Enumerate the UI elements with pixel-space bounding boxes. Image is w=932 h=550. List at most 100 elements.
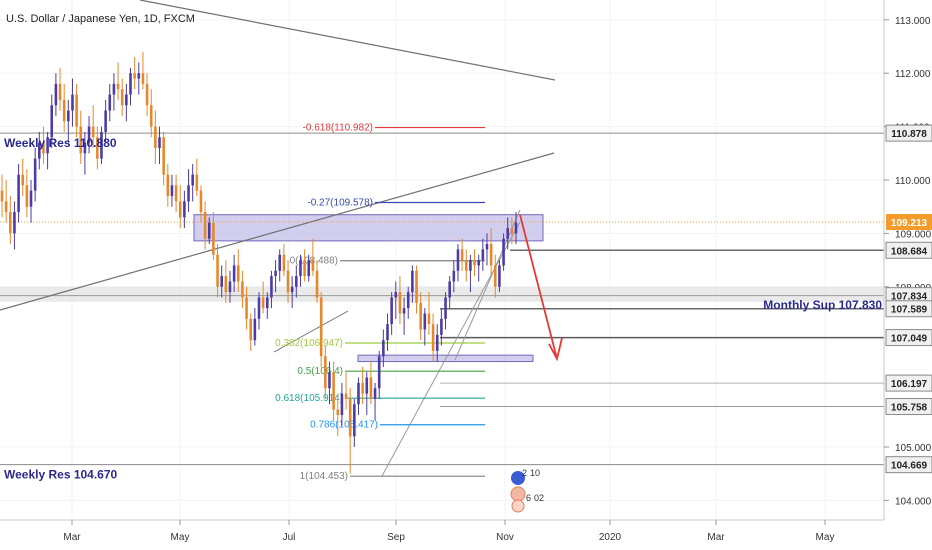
candle-body bbox=[232, 265, 236, 282]
candle-body bbox=[129, 73, 132, 95]
candle-body bbox=[236, 265, 240, 282]
candle-body bbox=[369, 377, 373, 399]
candle-body bbox=[423, 313, 427, 330]
candle-body bbox=[481, 249, 485, 261]
x-tick-label: Nov bbox=[496, 532, 514, 543]
candle-body bbox=[54, 83, 58, 106]
candle-body bbox=[261, 297, 265, 309]
y-tick-label: 105.000 bbox=[895, 443, 932, 454]
candle-body bbox=[456, 249, 460, 271]
candle-body bbox=[485, 244, 489, 250]
price-label-box bbox=[885, 398, 932, 416]
candle-body bbox=[373, 388, 377, 399]
candle-body bbox=[411, 270, 414, 293]
candle-body bbox=[266, 297, 269, 309]
candle-body bbox=[473, 260, 476, 266]
x-tick-label: Jul bbox=[283, 532, 296, 543]
candle-body bbox=[133, 73, 136, 79]
y-tick-label: 113.000 bbox=[895, 16, 931, 27]
candle-body bbox=[311, 260, 315, 271]
candle-body bbox=[469, 260, 472, 271]
candle-body bbox=[183, 201, 186, 218]
candle-body bbox=[108, 94, 112, 111]
candle-body bbox=[67, 110, 70, 122]
price-label-box bbox=[886, 214, 932, 231]
trend-line bbox=[273, 310, 349, 353]
price-label-box bbox=[885, 329, 932, 347]
candle-body bbox=[448, 281, 451, 298]
candle-body bbox=[17, 174, 20, 213]
event-badge-count: 02 bbox=[534, 493, 544, 503]
price-label-text: 109.213 bbox=[891, 218, 928, 229]
candle-body bbox=[112, 83, 116, 95]
candle-body bbox=[493, 265, 497, 287]
candle-body bbox=[427, 313, 431, 325]
candle-body bbox=[340, 393, 344, 415]
resistance-zone bbox=[193, 214, 544, 242]
price-label-box bbox=[885, 241, 932, 259]
candle-body bbox=[299, 260, 302, 277]
candle-body bbox=[332, 372, 335, 410]
event-badge-count: 2 bbox=[522, 468, 527, 478]
trend-line bbox=[0, 152, 555, 311]
y-tick-label: 112.000 bbox=[895, 69, 931, 80]
candle-body bbox=[464, 260, 468, 271]
candle-body bbox=[9, 212, 12, 234]
price-label-text: 104.669 bbox=[891, 461, 928, 472]
x-axis: Mar May Jul Sep Nov 2020 Mar May bbox=[63, 520, 834, 543]
candle-body bbox=[25, 185, 29, 207]
candle-body bbox=[377, 356, 381, 389]
candle-body bbox=[249, 318, 252, 341]
candle-body bbox=[431, 324, 435, 351]
candle-body bbox=[406, 292, 410, 309]
price-label-box bbox=[885, 456, 932, 474]
candle-body bbox=[116, 83, 120, 90]
candle-body bbox=[253, 318, 257, 341]
candle-body bbox=[357, 382, 360, 405]
price-labels: Weekly Res 110.880 Monthly Sup 107.830 Wee… bbox=[4, 124, 932, 482]
candle-body bbox=[13, 212, 16, 234]
candle-body bbox=[87, 126, 91, 143]
candle-body bbox=[38, 142, 41, 159]
candle-body bbox=[195, 174, 199, 191]
trend-line bbox=[139, 0, 556, 81]
fib-label: -0.618(110.982) bbox=[303, 123, 373, 134]
candle-body bbox=[100, 131, 103, 159]
candle-body bbox=[178, 201, 182, 218]
candle-body bbox=[137, 73, 141, 79]
candle-body bbox=[382, 340, 385, 357]
candle-body bbox=[394, 292, 398, 298]
x-tick-label: May bbox=[816, 532, 835, 543]
candle-body bbox=[149, 105, 153, 127]
candle-body bbox=[444, 297, 447, 319]
candle-body bbox=[141, 73, 145, 84]
candle-body bbox=[365, 377, 369, 394]
fib-label: 0.382(106.947) bbox=[275, 338, 343, 349]
candle-body bbox=[199, 190, 203, 213]
level-text-label: Weekly Res 104.670 bbox=[4, 468, 118, 482]
candle-body bbox=[145, 83, 149, 106]
candle-body bbox=[303, 260, 306, 277]
price-label-text: 107.834 bbox=[891, 292, 928, 303]
fib-label: 1(104.453) bbox=[300, 471, 348, 482]
trend-line bbox=[454, 209, 521, 361]
candle-body bbox=[174, 185, 178, 202]
price-label-text: 107.049 bbox=[891, 334, 928, 345]
candle-body bbox=[498, 265, 501, 287]
candle-body bbox=[286, 270, 290, 293]
candle-body bbox=[290, 286, 294, 293]
candle-body bbox=[120, 89, 124, 106]
candle-body bbox=[29, 190, 33, 207]
y-tick-label: 109.000 bbox=[895, 229, 932, 240]
candle-body bbox=[71, 94, 74, 111]
candle-body bbox=[212, 222, 215, 255]
flag-icon-us bbox=[511, 471, 525, 485]
candle-body bbox=[158, 137, 161, 148]
candle-body bbox=[348, 398, 352, 437]
candle-body bbox=[489, 244, 493, 266]
candle-body bbox=[4, 201, 8, 213]
candle-body bbox=[336, 409, 340, 415]
candle-body bbox=[75, 94, 78, 127]
candle-body bbox=[319, 297, 323, 357]
